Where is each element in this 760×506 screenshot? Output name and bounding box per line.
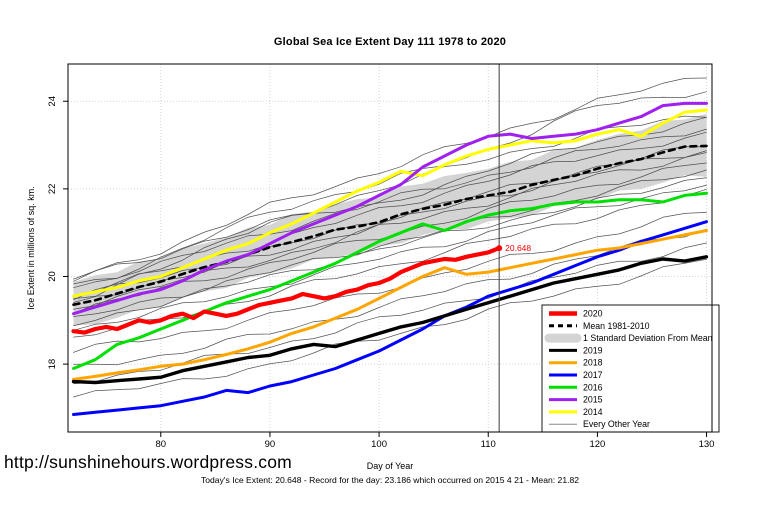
x-tick-label: 130 [699,439,715,450]
x-tick-label: 110 [481,439,496,450]
other-year-line [73,146,707,301]
y-tick-label: 24 [47,96,58,107]
legend-label: 2016 [583,382,603,392]
legend-label: 2019 [583,345,603,355]
footer-stats: Today's Ice Extent: 20.648 - Record for … [200,475,580,485]
every-other-year-lines [73,77,707,398]
x-axis-label: Day of Year [366,461,414,471]
page-title: Global Sea Ice Extent Day 111 1978 to 20… [273,36,507,48]
other-year-line [73,184,707,331]
legend: 2020 Mean 1981-2010 1 Standard Deviation F… [541,304,720,433]
plot-border [67,63,713,433]
today-endpoint-marker [496,245,503,252]
series-line-2014 [72,108,708,298]
x-tick-label: 80 [155,439,166,450]
y-tick-label: 22 [47,184,58,195]
other-year-line [73,188,707,338]
other-year-line [73,131,707,296]
legend-label: 1 Standard Deviation From Mean [583,333,713,343]
other-year-line [73,128,707,285]
other-year-line [73,258,707,398]
legend-label: 2015 [583,395,603,405]
other-year-line [73,177,707,327]
legend-label: 2018 [583,358,603,368]
other-year-line [73,150,707,300]
other-year-line [73,169,707,317]
url-watermark: http://sunshinehours.wordpress.com [4,452,292,472]
x-tick-label: 100 [371,439,387,450]
today-value-annotation: 20.648 [505,243,531,253]
legend-label: 2020 [583,309,603,319]
series-line-2020 [71,246,502,335]
x-tick-label: 90 [265,439,276,450]
other-year-line [73,212,707,353]
other-year-line [73,77,707,282]
other-year-line [73,116,707,303]
y-tick-label: 20 [47,271,58,282]
legend-label: Mean 1981-2010 [583,321,650,331]
legend-label: 2014 [583,407,603,417]
series-line-2019 [71,255,709,385]
series-line-2017 [72,220,708,416]
legend-label: 2017 [583,370,603,380]
series-line-2016 [72,191,708,370]
other-year-line [73,152,707,310]
legend-label: Every Other Year [583,419,650,429]
series-line-2018 [72,229,708,381]
mean-line [72,144,708,307]
axis-tick-labels: 80 90 100 110 120 130 18 20 22 24 [47,96,714,450]
axis-ticks [63,100,708,437]
series-line-2015 [72,101,708,316]
other-year-line [73,91,707,289]
x-tick-label: 120 [589,439,605,450]
y-tick-label: 18 [47,359,58,370]
